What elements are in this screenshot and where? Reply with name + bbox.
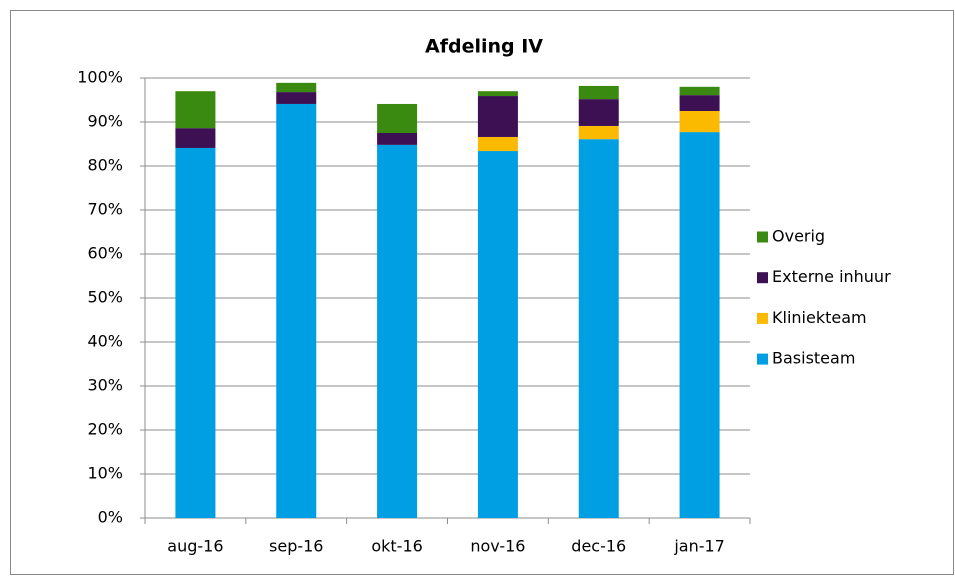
bar-segment [175,147,216,518]
bar-segment [679,132,720,518]
bar-segment [175,91,216,129]
legend-label: Basisteam [772,349,855,368]
bar-segment [477,96,518,137]
legend-label: Overig [772,227,825,246]
y-tick-label: 40% [87,332,123,351]
bar-segment [276,92,317,104]
bar-segment [477,91,518,97]
y-tick-label: 100% [77,68,123,87]
bar-segment [377,144,418,518]
y-tick-label: 0% [98,508,123,527]
bar-segment [578,99,619,126]
bar-segment [175,128,216,148]
legend-swatch [757,231,768,243]
legend-swatch [757,312,768,324]
x-tick-label: dec-16 [571,537,626,556]
bar-segment [477,151,518,519]
bar-segment [377,133,418,145]
x-tick-label: sep-16 [269,537,323,556]
y-tick-label: 20% [87,420,123,439]
bar-segment [578,85,619,100]
legend-swatch [757,272,768,284]
bar-segment [377,103,418,133]
bar-segment [679,95,720,111]
bar-segment [578,139,619,518]
x-tick-label: okt-16 [371,537,422,556]
y-tick-label: 30% [87,376,123,395]
y-tick-label: 70% [87,200,123,219]
legend-label: Externe inhuur [772,267,891,286]
x-tick-label: aug-16 [167,537,223,556]
y-tick-label: 10% [87,464,123,483]
chart-title: Afdeling IV [425,36,543,58]
x-tick-label: jan-17 [673,537,725,556]
y-tick-label: 80% [87,156,123,175]
bar-segment [276,103,317,519]
legend-label: Kliniekteam [772,308,867,327]
y-tick-label: 60% [87,244,123,263]
y-tick-label: 50% [87,288,123,307]
legend-swatch [757,353,768,365]
x-tick-label: nov-16 [470,537,525,556]
bar-segment [679,111,720,133]
bar-segment [578,125,619,140]
y-tick-label: 90% [87,112,123,131]
bar-segment [477,136,518,152]
bar-segment [276,82,317,93]
bar-segment [679,86,720,96]
